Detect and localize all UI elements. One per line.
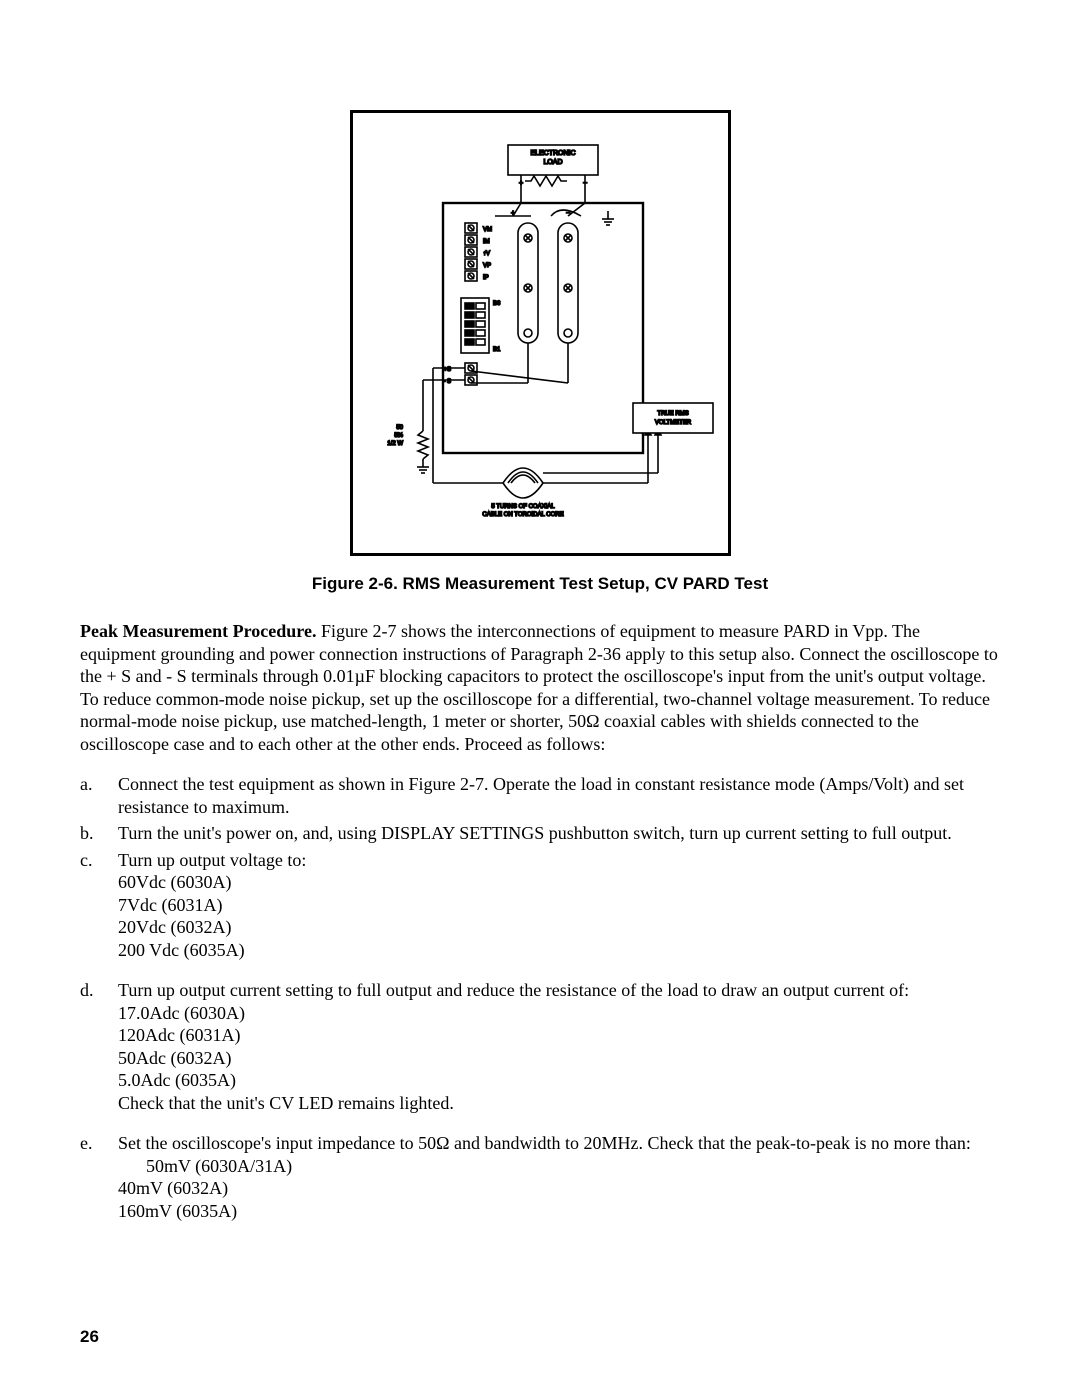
step-line: 7Vdc (6031A)	[118, 894, 1000, 917]
step-marker: b.	[80, 822, 118, 845]
svg-text:VOLTMETER: VOLTMETER	[654, 420, 691, 426]
procedure-step: a.Connect the test equipment as shown in…	[80, 773, 1000, 818]
svg-text:↑V: ↑V	[483, 251, 490, 257]
step-body: Turn the unit's power on, and, using DIS…	[118, 822, 1000, 845]
procedure-step: e.Set the oscilloscope's input impedance…	[80, 1132, 1000, 1222]
step-marker: d.	[80, 979, 118, 1114]
schematic-svg: ELECTRONIC LOAD + − + −	[353, 113, 728, 548]
step-line: 60Vdc (6030A)	[118, 871, 1000, 894]
step-line: Check that the unit's CV LED remains lig…	[118, 1092, 1000, 1115]
figure-diagram: ELECTRONIC LOAD + − + −	[350, 110, 731, 556]
svg-text:50: 50	[396, 425, 403, 431]
procedure-step: c.Turn up output voltage to:60Vdc (6030A…	[80, 849, 1000, 962]
figure-container: ELECTRONIC LOAD + − + −	[80, 110, 1000, 594]
svg-text:1/2 W: 1/2 W	[387, 441, 403, 447]
procedure-list: a.Connect the test equipment as shown in…	[80, 773, 1000, 1222]
step-line: 50Adc (6032A)	[118, 1047, 1000, 1070]
page-number: 26	[80, 1327, 99, 1347]
step-marker: e.	[80, 1132, 118, 1222]
paragraph-runin: Peak Measurement Procedure.	[80, 621, 316, 641]
step-line: Turn the unit's power on, and, using DIS…	[118, 822, 1000, 845]
step-line: Turn up output voltage to:	[118, 849, 1000, 872]
procedure-step: d.Turn up output current setting to full…	[80, 979, 1000, 1114]
step-body: Set the oscilloscope's input impedance t…	[118, 1132, 1000, 1222]
step-line: 20Vdc (6032A)	[118, 916, 1000, 939]
step-body: Turn up output voltage to:60Vdc (6030A)7…	[118, 849, 1000, 962]
electronic-load-label-2: LOAD	[543, 159, 562, 166]
svg-text:IM: IM	[483, 239, 490, 245]
step-line: Turn up output current setting to full o…	[118, 979, 1000, 1002]
svg-text:5%: 5%	[394, 433, 403, 439]
svg-text:5 TURNS OF COAXIAL: 5 TURNS OF COAXIAL	[491, 504, 555, 510]
page: ELECTRONIC LOAD + − + −	[0, 0, 1080, 1397]
step-line: 120Adc (6031A)	[118, 1024, 1000, 1047]
svg-text:B1: B1	[493, 347, 501, 353]
step-body: Turn up output current setting to full o…	[118, 979, 1000, 1114]
svg-text:IP: IP	[483, 275, 489, 281]
step-body: Connect the test equipment as shown in F…	[118, 773, 1000, 818]
svg-text:B6: B6	[493, 301, 501, 307]
step-line: 40mV (6032A)	[118, 1177, 1000, 1200]
svg-text:VM: VM	[483, 227, 492, 233]
svg-text:CABLE ON TOROIDAL CORE: CABLE ON TOROIDAL CORE	[482, 512, 563, 518]
figure-caption: Figure 2-6. RMS Measurement Test Setup, …	[80, 574, 1000, 594]
step-marker: a.	[80, 773, 118, 818]
step-line: Set the oscilloscope's input impedance t…	[118, 1132, 1000, 1155]
step-line: Connect the test equipment as shown in F…	[118, 773, 1000, 818]
step-line: 160mV (6035A)	[118, 1200, 1000, 1223]
step-line-indented: 50mV (6030A/31A)	[118, 1155, 1000, 1178]
step-marker: c.	[80, 849, 118, 962]
svg-text:TRUE RMS: TRUE RMS	[657, 411, 688, 417]
step-line: 17.0Adc (6030A)	[118, 1002, 1000, 1025]
svg-text:VP: VP	[483, 263, 491, 269]
step-line: 200 Vdc (6035A)	[118, 939, 1000, 962]
procedure-step: b.Turn the unit's power on, and, using D…	[80, 822, 1000, 845]
intro-paragraph: Peak Measurement Procedure. Figure 2-7 s…	[80, 620, 1000, 755]
electronic-load-label-1: ELECTRONIC	[530, 150, 575, 157]
step-line: 5.0Adc (6035A)	[118, 1069, 1000, 1092]
